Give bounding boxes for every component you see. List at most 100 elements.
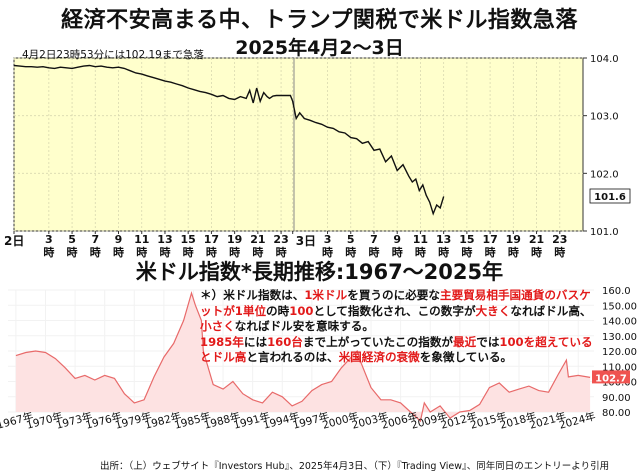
intraday-x-tick-label: 7: [370, 233, 378, 246]
intraday-y-axis: 101.0 102.0 103.0 104.0: [583, 54, 619, 238]
intraday-x-unit-label: 時: [113, 245, 124, 259]
long-term-y-axis: 80.0090.00100.00110.00120.00130.00140.00…: [602, 286, 637, 419]
intraday-plot-area: [13, 57, 584, 232]
note-text: として指数化され、この数字が: [313, 303, 476, 318]
note-highlight: 160台: [267, 334, 303, 349]
intraday-x-unit-label: 時: [276, 245, 287, 259]
intraday-x-tick-label: 21: [529, 233, 544, 246]
intraday-x-tick-label: 11: [413, 233, 428, 246]
intraday-x-unit-label: 時: [531, 245, 542, 259]
long-term-y-tick-label: 110.00: [602, 362, 637, 373]
intraday-x-unit-label: 時: [136, 245, 147, 259]
long-term-area-fill: [15, 293, 591, 422]
note-text: では: [476, 334, 500, 349]
note-text: を意味する。: [304, 319, 374, 334]
intraday-y-tick-label: 104.0: [590, 54, 619, 65]
long-term-y-tick-label: 120.00: [602, 347, 637, 358]
intraday-x-unit-label: 時: [554, 245, 565, 259]
note-text: の時: [266, 303, 290, 318]
page-subtitle: 2025年4月2～3日: [235, 37, 404, 59]
intraday-x-tick-label: 15: [181, 233, 196, 246]
intraday-x-unit-label: 時: [508, 245, 519, 259]
note-highlight: 100: [289, 303, 314, 318]
intraday-series-line: [13, 64, 445, 216]
intraday-x-unit-label: 時: [322, 245, 333, 259]
intraday-x-unit-label: 時: [67, 245, 78, 259]
intraday-x-unit-label: 時: [368, 245, 379, 259]
intraday-x-unit-label: 時: [183, 245, 194, 259]
note-text: なればドル安: [234, 319, 305, 334]
note-highlight: 100を超えているとドル高: [200, 334, 593, 365]
note-highlight: 1985年: [200, 334, 244, 349]
intraday-x-unit-label: 時: [159, 245, 170, 259]
long-term-y-tick-label: 80.00: [602, 408, 631, 419]
intraday-y-tick-label: 103.0: [590, 112, 619, 123]
note-text: には: [243, 334, 268, 349]
intraday-x-unit-label: 時: [90, 245, 101, 259]
intraday-x-unit-label: 時: [206, 245, 217, 259]
intraday-x-tick-label: 7: [91, 233, 99, 246]
note-text: まで上がっていたこの指数が: [302, 334, 454, 349]
intraday-x-unit-label: 時: [485, 245, 496, 259]
intraday-day-label: 3日: [296, 234, 316, 248]
intraday-x-unit-label: 時: [461, 245, 472, 259]
intraday-day-label: 2日: [4, 234, 24, 248]
note-highlight: 米国経済の衰微: [338, 350, 420, 365]
long-term-y-tick-label: 150.00: [602, 301, 637, 312]
note-highlight: 1米ドル: [304, 288, 348, 302]
intraday-x-tick-label: 3: [45, 233, 53, 246]
intraday-x-unit-label: 時: [415, 245, 426, 259]
intraday-x-tick-label: 13: [157, 233, 172, 246]
intraday-x-tick-label: 3: [324, 233, 332, 246]
intraday-x-unit-label: 時: [229, 245, 240, 259]
long-term-last-value-badge: 102.7: [592, 370, 630, 384]
intraday-x-tick-label: 9: [393, 233, 401, 246]
intraday-x-tick-label: 5: [347, 233, 355, 246]
intraday-x-tick-label: 17: [482, 233, 497, 246]
note-highlight: 小さく: [200, 319, 235, 334]
page-title: 経済不安高まる中、トランプ関税で米ドル指数急落: [61, 8, 578, 33]
intraday-y-tick-label: 101.0: [590, 227, 619, 238]
long-term-last-value: 102.7: [595, 373, 627, 384]
intraday-x-unit-label: 時: [438, 245, 449, 259]
intraday-last-value-badge: 101.6: [589, 188, 631, 204]
long-term-y-tick-label: 160.0: [602, 286, 631, 297]
intraday-annotation: 4月2日23時53分には102.19まで急落: [22, 48, 204, 61]
index-explanation-note: ＊）米ドル指数は、1米ドルを買うのに必要な主要貿易相手国通貨のバスケットが1単位…: [200, 288, 595, 366]
intraday-x-tick-label: 9: [115, 233, 123, 246]
intraday-x-tick-label: 23: [552, 233, 567, 246]
note-text: なればドル高、: [510, 303, 592, 318]
intraday-x-unit-label: 時: [252, 245, 263, 259]
long-term-y-tick-label: 140.00: [602, 317, 637, 328]
intraday-x-unit-label: 時: [43, 245, 54, 259]
note-highlight: 主要貿易相手国通貨のバスケットが1単位: [200, 288, 591, 318]
intraday-x-tick-label: 19: [506, 233, 521, 246]
long-term-title: 米ドル指数*長期推移:1967～2025年: [135, 260, 504, 284]
long-term-y-tick-label: 90.00: [602, 393, 631, 404]
intraday-x-tick-label: 11: [134, 233, 149, 246]
intraday-y-tick-label: 102.0: [590, 169, 619, 180]
intraday-x-tick-label: 17: [204, 233, 219, 246]
source-citation: 出所：（上）ウェブサイト『Investors Hub』、2025年4月3日、（下…: [100, 461, 610, 472]
intraday-x-tick-label: 23: [273, 233, 288, 246]
intraday-x-tick-label: 5: [68, 233, 76, 246]
intraday-x-tick-label: 15: [459, 233, 474, 246]
long-term-y-tick-label: 130.00: [602, 332, 637, 343]
intraday-x-tick-label: 19: [227, 233, 242, 246]
note-highlight: 最近: [453, 334, 477, 349]
intraday-x-unit-label: 時: [392, 245, 403, 259]
note-text: を買うのに必要な: [347, 288, 440, 302]
note-highlight: 大きく: [475, 303, 511, 318]
long-term-x-axis: 1967年1970年1973年1976年1979年1982年1985年1988年…: [0, 410, 597, 432]
intraday-x-tick-label: 21: [250, 233, 265, 246]
long-term-series-line: [15, 291, 591, 423]
intraday-x-tick-label: 13: [436, 233, 451, 246]
note-text: ＊）米ドル指数は、: [200, 288, 305, 302]
note-text: と言われるのは、: [246, 350, 339, 365]
note-text: を象徴している。: [419, 350, 513, 365]
intraday-x-unit-label: 時: [345, 245, 356, 259]
intraday-last-value: 101.6: [594, 192, 626, 203]
